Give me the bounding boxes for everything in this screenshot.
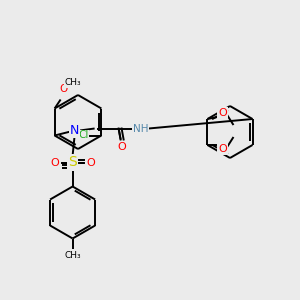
Text: O: O bbox=[59, 85, 68, 94]
Text: O: O bbox=[218, 108, 227, 118]
Text: N: N bbox=[70, 124, 79, 137]
Text: O: O bbox=[218, 144, 227, 154]
Text: Cl: Cl bbox=[78, 130, 88, 140]
Text: NH: NH bbox=[133, 124, 148, 134]
Text: S: S bbox=[68, 155, 77, 170]
Text: O: O bbox=[117, 142, 126, 152]
Text: O: O bbox=[86, 158, 95, 167]
Text: CH₃: CH₃ bbox=[64, 78, 81, 87]
Text: O: O bbox=[50, 158, 59, 167]
Text: CH₃: CH₃ bbox=[64, 251, 81, 260]
